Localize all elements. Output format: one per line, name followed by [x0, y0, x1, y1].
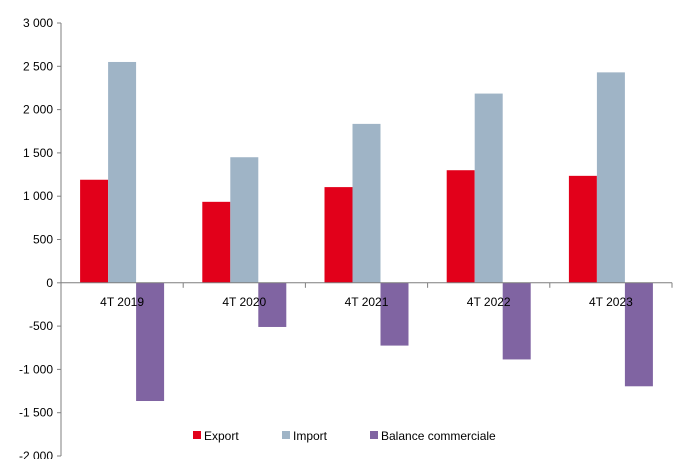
- y-tick-label: 2 000: [23, 103, 53, 117]
- x-tick-label: 4T 2020: [222, 295, 266, 309]
- legend-label: Import: [293, 429, 328, 443]
- legend-swatch: [370, 431, 378, 439]
- y-tick-label: 1 500: [23, 146, 53, 160]
- y-axis: 3 000 2 500 2 000 1 500 1 000 500 0 -500 -1 000 -…: [19, 16, 62, 459]
- y-tick-label: 1 000: [23, 189, 53, 203]
- bars: [80, 61, 653, 402]
- bar-export: [80, 179, 109, 283]
- y-tick-label: 3 000: [23, 16, 53, 30]
- y-tick-label: -500: [29, 319, 53, 333]
- bar-balance-commerciale: [258, 282, 287, 327]
- legend-swatch: [193, 431, 201, 439]
- bar-export: [446, 170, 475, 283]
- legend: Export Import Balance commerciale: [193, 429, 496, 443]
- y-tick-label: 500: [33, 233, 53, 247]
- bar-export: [568, 175, 597, 283]
- x-axis: [60, 282, 673, 288]
- x-tick-label: 4T 2021: [345, 295, 389, 309]
- y-tick-label: -1 500: [19, 406, 53, 420]
- legend-label: Balance commerciale: [381, 429, 496, 443]
- bar-import: [230, 157, 259, 283]
- bar-import: [596, 72, 625, 283]
- x-tick-label: 4T 2019: [100, 295, 144, 309]
- bar-import: [474, 93, 503, 283]
- bar-export: [324, 187, 353, 283]
- bar-export: [202, 201, 231, 283]
- y-tick-label: -2 000: [19, 449, 53, 459]
- bar-balance-commerciale: [380, 282, 409, 346]
- y-tick-label: 0: [46, 276, 53, 290]
- bar-balance-commerciale: [502, 282, 531, 360]
- legend-label: Export: [204, 429, 239, 443]
- bar-balance-commerciale: [136, 282, 165, 402]
- x-tick-label: 4T 2023: [589, 295, 633, 309]
- legend-swatch: [282, 431, 290, 439]
- bar-balance-commerciale: [624, 282, 653, 387]
- bar-import: [352, 123, 381, 283]
- x-tick-label: 4T 2022: [467, 295, 511, 309]
- y-tick-label: -1 000: [19, 362, 53, 376]
- bar-import: [108, 61, 137, 283]
- y-tick-label: 2 500: [23, 59, 53, 73]
- category-labels: 4T 2019 4T 2020 4T 2021 4T 2022 4T 2023: [100, 295, 633, 309]
